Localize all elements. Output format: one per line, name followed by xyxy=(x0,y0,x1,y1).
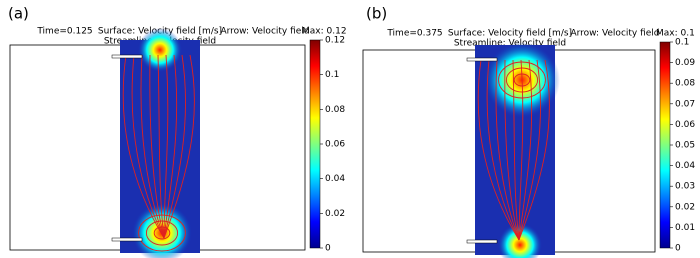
vortex xyxy=(138,214,186,252)
surface-label: Surface: Velocity field [m/s] xyxy=(448,29,572,39)
streamline xyxy=(163,54,186,239)
arrow-label: Arrow: Velocity field xyxy=(570,29,659,39)
colorbar-tick-label: 0.01 xyxy=(675,223,695,233)
time-label: Time=0.375 xyxy=(386,29,442,39)
panel-label: (b) xyxy=(366,5,387,23)
streamline xyxy=(140,54,165,239)
colorbar xyxy=(309,39,321,249)
streamline-label: Streamline: Velocity field xyxy=(454,39,566,49)
arrow-label: Arrow: Velocity field xyxy=(220,27,309,37)
hotspot xyxy=(498,223,542,258)
colorbar-tick-label: 0.12 xyxy=(325,36,345,46)
hotspot xyxy=(138,28,182,72)
colorbar-tick-label: 0.02 xyxy=(325,209,345,219)
colorbar-tick-label: 0.07 xyxy=(675,99,695,109)
outlet-wall xyxy=(111,237,143,242)
colorbar-tick-label: 0.08 xyxy=(675,79,695,89)
streamline xyxy=(486,59,520,241)
colorbar xyxy=(659,41,671,249)
streamline xyxy=(518,59,550,241)
vortex xyxy=(513,73,531,87)
streamline xyxy=(518,59,533,241)
colorbar-tick-label: 0.06 xyxy=(675,120,695,130)
colorbar-tick-label: 0.06 xyxy=(325,140,345,150)
colorbar-tick-label: 0 xyxy=(675,244,681,254)
streamline xyxy=(163,54,178,239)
streamline xyxy=(477,59,520,241)
streamline xyxy=(495,59,520,241)
streamline xyxy=(163,54,169,239)
streamline xyxy=(512,59,520,241)
streamlines xyxy=(477,59,550,241)
max-label: Max: 0.1 xyxy=(656,29,695,39)
colorbar-tick-label: 0.09 xyxy=(675,58,695,68)
vortex xyxy=(505,67,539,93)
streamline xyxy=(122,54,165,239)
streamline xyxy=(149,54,165,239)
streamline xyxy=(131,54,165,239)
colorbar-tick-label: 0.05 xyxy=(675,141,695,151)
inlet-wall xyxy=(111,54,143,59)
colorbar-tick-label: 0.08 xyxy=(325,105,345,115)
colorbar-tick-label: 0.1 xyxy=(325,70,339,80)
vortex xyxy=(145,220,179,246)
vortex xyxy=(498,61,546,99)
colorbar-tick-label: 0.04 xyxy=(675,161,695,171)
streamline xyxy=(504,59,520,241)
panel-label: (a) xyxy=(8,5,29,23)
streamlines xyxy=(122,54,195,252)
streamline xyxy=(163,54,195,239)
colorbar-tick-label: 0.02 xyxy=(675,202,695,212)
colorbar-tick-label: 0 xyxy=(325,244,331,254)
colorbar-tick-label: 0.03 xyxy=(675,182,695,192)
streamline xyxy=(518,59,524,241)
time-label: Time=0.125 xyxy=(36,27,92,37)
streamline xyxy=(157,54,165,239)
vortex xyxy=(153,226,171,240)
max-label: Max: 0.12 xyxy=(302,27,347,37)
streamline xyxy=(518,59,541,241)
outlet-wall xyxy=(466,239,498,244)
colorbar-tick-label: 0.04 xyxy=(325,174,345,184)
inlet-wall xyxy=(466,57,498,62)
colorbar-tick-label: 0.1 xyxy=(675,38,689,48)
